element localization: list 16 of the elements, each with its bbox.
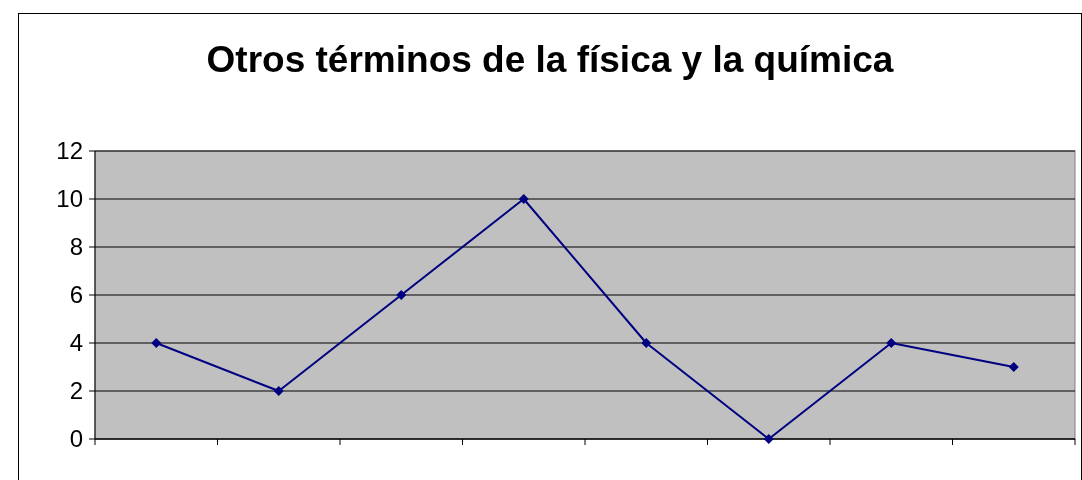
- point: [273, 386, 284, 396]
- y-tick-label: 8: [69, 233, 83, 261]
- point: [1008, 362, 1019, 372]
- point: [518, 194, 529, 204]
- y-tick-label: 2: [69, 377, 83, 405]
- y-tick-label: 6: [69, 281, 83, 309]
- chart-title: Otros términos de la física y la química: [206, 39, 894, 80]
- point: [396, 290, 407, 300]
- point: [763, 434, 774, 444]
- y-tick-label: 4: [69, 329, 83, 357]
- point: [641, 338, 652, 348]
- point: [151, 338, 162, 348]
- y-tick-label: 10: [56, 185, 83, 213]
- y-tick-label: 0: [69, 425, 83, 453]
- point: [886, 338, 897, 348]
- y-tick-label: 12: [56, 137, 83, 165]
